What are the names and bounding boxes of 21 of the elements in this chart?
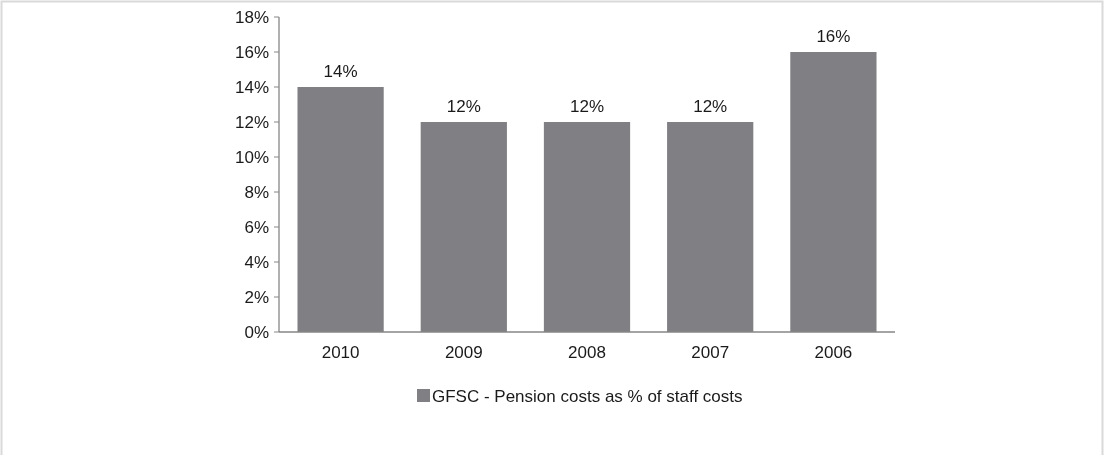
y-tick-label: 18%: [234, 7, 269, 27]
y-tick-label: 8%: [244, 182, 269, 202]
text: 14%: [323, 62, 358, 81]
y-tick-label: 16%: [234, 42, 269, 62]
y-tick-label: 6%: [244, 217, 269, 237]
x-tick-label: 2010: [321, 343, 360, 362]
y-tick-label: 0%: [244, 322, 269, 342]
y-tick-label: 2%: [244, 287, 269, 307]
x-tick-label: 2006: [814, 343, 853, 362]
legend-label: GFSC - Pension costs as % of staff costs: [432, 386, 743, 406]
y-tick-label: 14%: [234, 77, 269, 97]
y-tick-label: 10%: [234, 147, 269, 167]
text: 16%: [816, 27, 851, 46]
y-tick-label: 12%: [234, 112, 269, 132]
text: 12%: [446, 97, 481, 116]
text: 12%: [693, 97, 728, 116]
x-tick-label: 2008: [568, 343, 606, 362]
x-tick-label: 2009: [444, 343, 483, 362]
y-tick-label: 4%: [244, 252, 269, 272]
x-tick-label: 2007: [691, 343, 730, 362]
text: 12%: [569, 97, 605, 116]
